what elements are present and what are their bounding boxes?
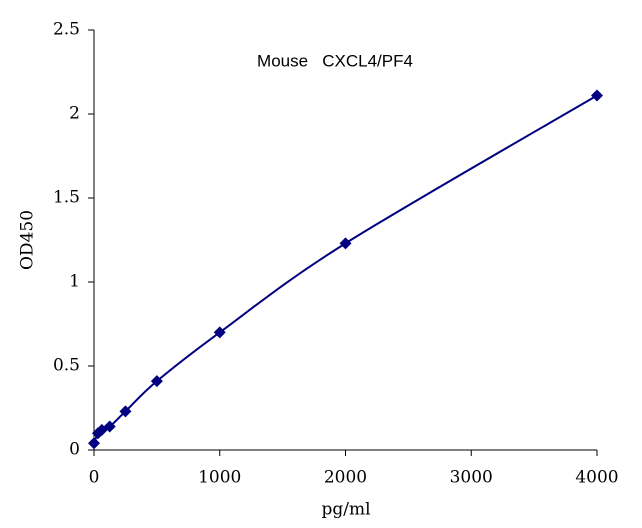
point	[119, 405, 132, 418]
x-tick-label: 0	[89, 468, 100, 488]
point	[103, 420, 116, 433]
y-tick-label: 2	[69, 104, 80, 124]
y-tick-label: 2.5	[53, 20, 80, 40]
chart-title: Mouse CXCL4/PF4	[257, 51, 413, 70]
x-tick-label: 1000	[198, 468, 241, 488]
y-tick-label: 0	[69, 440, 80, 460]
y-axis-label: OD450	[18, 210, 38, 270]
fit-line	[93, 94, 598, 444]
x-tick-label: 3000	[450, 468, 493, 488]
x-axis-label: pg/ml	[321, 500, 370, 520]
point	[213, 326, 226, 339]
y-tick-label: 1.5	[53, 188, 80, 208]
x-tick-label: 2000	[324, 468, 367, 488]
y-tick-label: 0.5	[53, 356, 80, 376]
point	[150, 375, 163, 388]
point	[591, 89, 603, 102]
point	[339, 237, 352, 250]
x-tick-label: 4000	[575, 468, 618, 488]
y-tick-label: 1	[69, 272, 80, 292]
point	[88, 437, 100, 450]
